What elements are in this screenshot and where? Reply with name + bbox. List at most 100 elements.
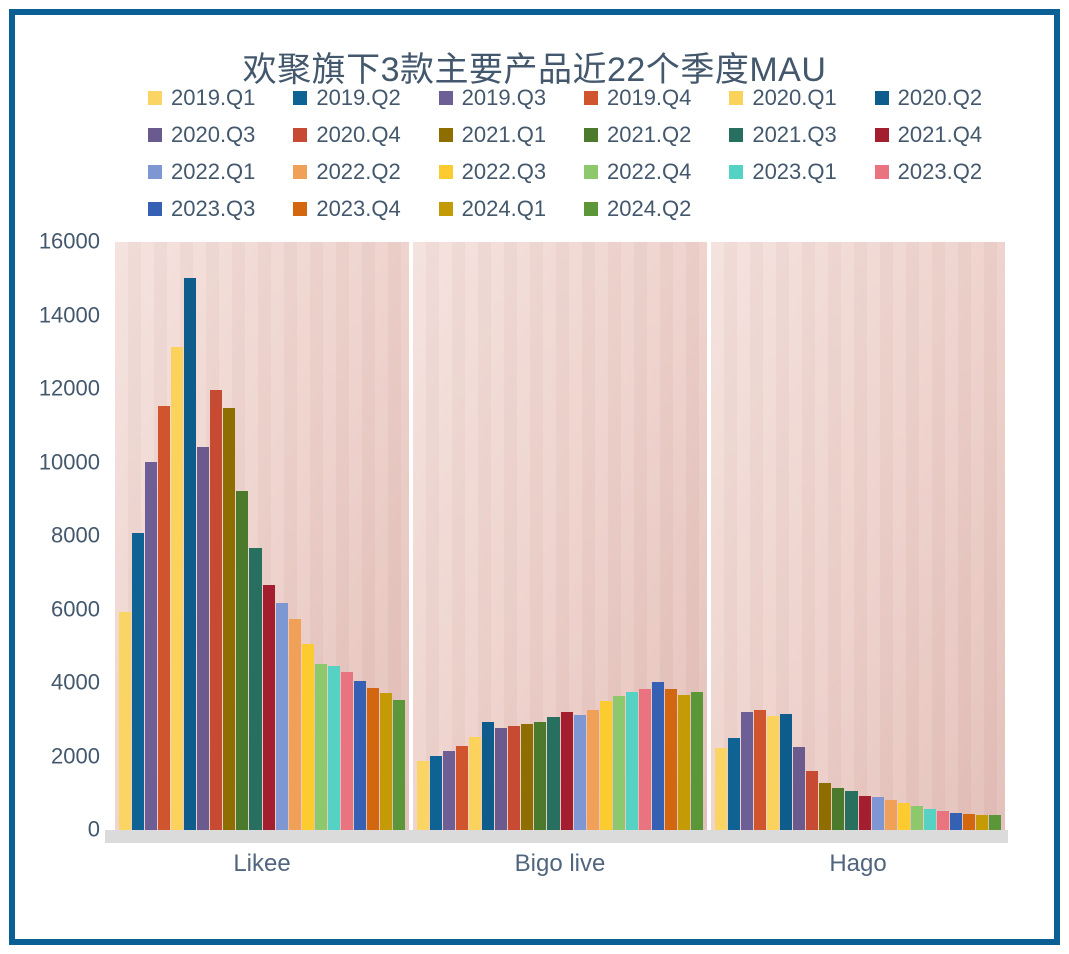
bar-bigo-live-2023.Q1 [625, 692, 638, 830]
bar-bigo-live-2020.Q2 [482, 722, 495, 830]
legend-swatch-icon [729, 91, 744, 105]
bar-hago-2022.Q1 [871, 796, 884, 830]
bar-likee-2019.Q4 [158, 406, 171, 830]
bar-likee-2024.Q1 [379, 692, 392, 830]
y-axis-tick-8000: 8000 [51, 522, 100, 548]
legend-label: 2021.Q4 [897, 122, 983, 147]
legend-swatch-icon [293, 202, 308, 216]
legend-swatch-icon [874, 128, 889, 142]
legend-swatch-icon [583, 165, 598, 179]
bar-likee-2020.Q2 [184, 277, 197, 830]
bar-hago-2022.Q4 [910, 806, 923, 830]
bar-hago-2023.Q4 [962, 813, 975, 830]
legend-swatch-icon [438, 128, 453, 142]
bar-likee-2019.Q1 [119, 612, 132, 830]
category-axis-labels: Likee Bigo live Hago [115, 850, 1005, 878]
y-axis-tick-4000: 4000 [51, 669, 100, 695]
legend-swatch-icon [148, 128, 162, 142]
bar-bigo-live-2022.Q4 [612, 695, 625, 830]
legend-label: 2023.Q1 [752, 159, 837, 184]
legend-label: 2022.Q4 [606, 159, 692, 184]
bar-bigo-live-2024.Q1 [677, 694, 690, 830]
legend-swatch-icon [293, 91, 308, 105]
bar-bigo-live-2023.Q2 [638, 688, 651, 830]
legend-swatch-icon [148, 91, 162, 105]
legend-label: 2020.Q4 [316, 122, 401, 147]
legend-swatch-icon [729, 128, 744, 142]
category-label-hago: Hago [829, 850, 887, 877]
legend-label: 2022.Q3 [461, 159, 547, 184]
bar-bigo-live-2021.Q4 [560, 712, 573, 830]
legend-item-2020.Q4: 2020.Q4 [293, 122, 438, 147]
bar-hago-2023.Q2 [936, 810, 949, 830]
bar-likee-2023.Q2 [340, 671, 353, 830]
bar-hago-2021.Q4 [858, 795, 871, 830]
bar-hago-2022.Q3 [897, 803, 910, 830]
bar-likee-2020.Q4 [210, 389, 223, 830]
bar-bigo-live-2021.Q2 [534, 722, 547, 830]
legend-item-2019.Q4: 2019.Q4 [583, 85, 729, 110]
bar-bigo-live-2023.Q3 [651, 681, 664, 830]
bar-bigo-live-2019.Q3 [443, 750, 456, 830]
legend: 2019.Q1 2019.Q2 2019.Q3 2019.Q4 2020.Q1 2020.… [148, 85, 1020, 221]
bar-likee-2022.Q4 [314, 663, 327, 830]
legend-label: 2023.Q4 [316, 196, 401, 221]
legend-item-2019.Q2: 2019.Q2 [293, 85, 438, 110]
bar-bigo-live-2021.Q1 [521, 723, 534, 830]
legend-item-2019.Q3: 2019.Q3 [438, 85, 584, 110]
legend-label: 2020.Q2 [897, 85, 983, 110]
bar-likee-2020.Q1 [171, 347, 184, 830]
legend-item-2022.Q4: 2022.Q4 [583, 159, 729, 184]
legend-item-2022.Q1: 2022.Q1 [148, 159, 293, 184]
category-panel-likee [115, 242, 409, 830]
chart-title: 欢聚旗下3款主要产品近22个季度MAU [242, 51, 827, 89]
legend-item-2023.Q2: 2023.Q2 [874, 159, 1020, 184]
legend-label: 2022.Q2 [316, 159, 401, 184]
bar-bigo-live-2024.Q2 [690, 691, 704, 830]
y-axis-tick-12000: 12000 [38, 375, 100, 401]
legend-item-2022.Q3: 2022.Q3 [438, 159, 584, 184]
legend-swatch-icon [729, 165, 744, 179]
bar-hago-2021.Q2 [832, 787, 845, 830]
legend-swatch-icon [438, 165, 453, 179]
bar-hago-2019.Q3 [741, 712, 754, 830]
bar-bigo-live-2022.Q3 [599, 700, 612, 830]
bar-likee-2021.Q1 [223, 408, 236, 830]
bar-likee-2022.Q3 [301, 643, 314, 830]
legend-swatch-icon [293, 165, 308, 179]
y-axis-tick-2000: 2000 [51, 742, 100, 768]
legend-label: 2019.Q1 [171, 85, 256, 110]
bar-bigo-live-2022.Q1 [573, 714, 586, 830]
legend-label: 2019.Q2 [316, 85, 401, 110]
legend-item-2022.Q2: 2022.Q2 [293, 159, 438, 184]
legend-item-2020.Q3: 2020.Q3 [148, 122, 293, 147]
category-panel-bigo-live [413, 242, 707, 830]
legend-swatch-icon [874, 165, 889, 179]
bar-likee-2021.Q2 [236, 491, 249, 830]
bar-bigo-live-2022.Q2 [586, 710, 599, 830]
plot-area [115, 242, 1005, 830]
legend-item-2020.Q2: 2020.Q2 [874, 85, 1020, 110]
y-axis-tick-0: 0 [87, 816, 100, 842]
legend-swatch-icon [583, 202, 598, 216]
bar-likee-2023.Q3 [353, 680, 366, 830]
bar-hago-2020.Q4 [806, 770, 819, 830]
bar-bigo-live-2020.Q4 [508, 726, 521, 830]
legend-item-2023.Q1: 2023.Q1 [729, 159, 874, 184]
legend-label: 2023.Q2 [897, 159, 983, 184]
y-axis-tick-14000: 14000 [38, 301, 100, 327]
legend-swatch-icon [438, 91, 453, 105]
legend-swatch-icon [148, 165, 162, 179]
bar-likee-2023.Q1 [327, 665, 340, 830]
legend-label: 2019.Q3 [461, 85, 547, 110]
legend-label: 2021.Q3 [752, 122, 837, 147]
bar-hago-2023.Q3 [949, 813, 962, 830]
legend-item-2021.Q1: 2021.Q1 [438, 122, 584, 147]
legend-label: 2020.Q1 [752, 85, 837, 110]
legend-swatch-icon [148, 202, 162, 216]
legend-item-2023.Q3: 2023.Q3 [148, 196, 293, 221]
bar-hago-2020.Q3 [793, 747, 806, 830]
category-label-bigo-live: Bigo live [514, 850, 606, 877]
baseline-strip [105, 830, 1008, 843]
